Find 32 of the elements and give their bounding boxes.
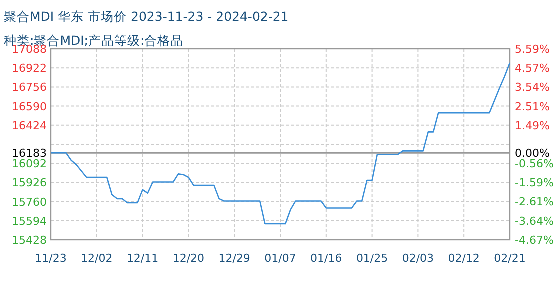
y2-tick-label: 3.54% (515, 81, 550, 94)
line-series (50, 62, 511, 225)
y-tick-label: 16756 (12, 81, 47, 94)
x-tick-label: 02/12 (448, 252, 480, 265)
y-tick-label: 16922 (12, 62, 47, 76)
ref-line-label: 16183 (12, 147, 47, 160)
x-tick-label: 01/07 (264, 252, 296, 265)
x-tick-label: 02/03 (402, 252, 434, 265)
x-tick-label: 12/20 (172, 252, 205, 265)
x-tick-label: 01/16 (310, 252, 342, 265)
y2-tick-label: 5.59% (515, 43, 550, 56)
y2-tick-label: 1.49% (515, 119, 550, 132)
y-tick-label: 16092 (12, 158, 47, 171)
y2-tick-label: -4.67% (515, 234, 554, 247)
y-tick-label: 15926 (12, 176, 47, 190)
x-tick-label: 12/02 (81, 252, 113, 265)
y-tick-label: 15594 (12, 214, 47, 228)
y2-tick-label: 4.57% (515, 62, 550, 75)
chart-title: 聚合MDI 华东 市场价 2023-11-23 - 2024-02-21 (4, 9, 289, 24)
x-tick-label: 12/29 (218, 252, 250, 265)
y-tick-label: 15760 (12, 196, 47, 209)
x-tick-label: 11/23 (35, 252, 67, 265)
y2-tick-label: -1.59% (515, 176, 554, 190)
y-tick-label: 16590 (12, 100, 47, 114)
y2-tick-label: 2.51% (515, 100, 550, 114)
y-tick-label: 16424 (12, 119, 47, 132)
y2-tick-label: -3.64% (515, 214, 554, 228)
x-tick-label: 01/25 (356, 252, 388, 265)
x-tick-label: 12/11 (126, 252, 159, 265)
y2-tick-label: -2.61% (515, 196, 554, 209)
y-tick-label: 15428 (12, 234, 47, 247)
x-tick-label: 02/21 (494, 252, 526, 265)
